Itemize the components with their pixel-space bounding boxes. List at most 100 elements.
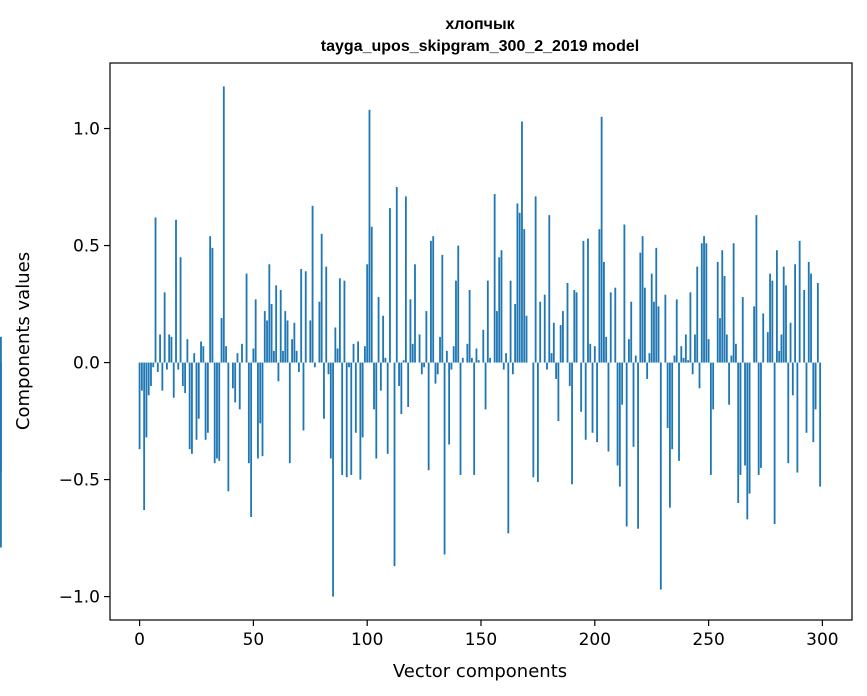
bar [304,271,307,363]
y-axis-label: Components values [13,252,34,430]
bar [443,362,446,555]
bar [393,362,396,567]
bar [191,362,193,454]
y-tick-label: −1.0 [59,588,100,608]
bar [559,325,562,363]
bar [721,250,724,363]
bar [209,236,212,363]
bar [637,362,639,529]
bar [179,257,182,363]
bar [193,353,196,363]
bar [309,320,312,363]
bar [653,301,655,363]
bar [197,362,200,419]
bar [762,313,765,363]
bar [812,362,815,443]
bar [810,273,812,363]
bar [411,343,414,363]
bar [655,247,658,363]
bar [261,362,264,457]
bar [546,362,548,370]
bar [805,362,808,433]
bar [152,362,155,368]
bar [359,362,362,480]
bar [498,257,501,363]
x-tick-label: 300 [806,630,838,650]
bar [521,121,523,363]
bar [700,243,703,363]
bar [159,334,161,363]
bar [343,280,346,363]
bar [625,362,628,527]
bar [632,362,635,447]
bar [172,362,175,398]
bar [211,247,214,363]
bar [320,233,323,363]
bar [165,362,168,370]
bar [669,362,671,508]
bar [445,350,448,363]
bar [719,318,721,363]
bar [436,362,439,375]
bar [313,362,316,368]
bar [628,339,630,363]
bar [493,194,496,363]
bar [807,261,810,363]
plot-frame [109,62,853,621]
bar [366,264,369,363]
bar [318,301,321,363]
bar [161,362,164,391]
bar [789,322,792,363]
bar [143,362,146,510]
bar [725,334,728,363]
bar [266,320,268,363]
bar [188,362,191,450]
bar [409,299,412,363]
bar [400,362,403,415]
bar [634,355,637,363]
bar [778,350,781,363]
bar [477,360,480,363]
bar [603,261,605,363]
bar [659,362,662,590]
bar [291,339,293,363]
bar [803,290,806,363]
bar [814,362,817,410]
bar [682,357,685,363]
bar [368,109,371,363]
bar [643,287,646,363]
bar [678,362,680,461]
bar [420,362,423,375]
bar [293,322,296,363]
bar [773,362,776,525]
bar [450,362,453,370]
bar [384,357,387,363]
bar [641,236,644,363]
bar [395,187,398,363]
y-tick-label: 0.5 [73,237,100,257]
bar [748,362,751,494]
bar [432,236,435,363]
bar [398,362,400,386]
bar [414,264,416,363]
bar [275,285,278,363]
bar [216,362,218,459]
bar [782,266,785,363]
bar [0,336,2,363]
bar [352,343,355,363]
bar [550,353,553,363]
bar [175,219,177,363]
bar [430,240,432,363]
bar [775,250,778,363]
bar [757,362,760,475]
bar [607,362,610,452]
bar [336,348,339,363]
bar [257,362,259,459]
x-tick-label: 50 [243,630,265,650]
bar [566,282,569,363]
bar [361,362,364,438]
bar [587,238,589,363]
bar [684,334,687,363]
bar [691,362,694,375]
bar [666,362,669,429]
